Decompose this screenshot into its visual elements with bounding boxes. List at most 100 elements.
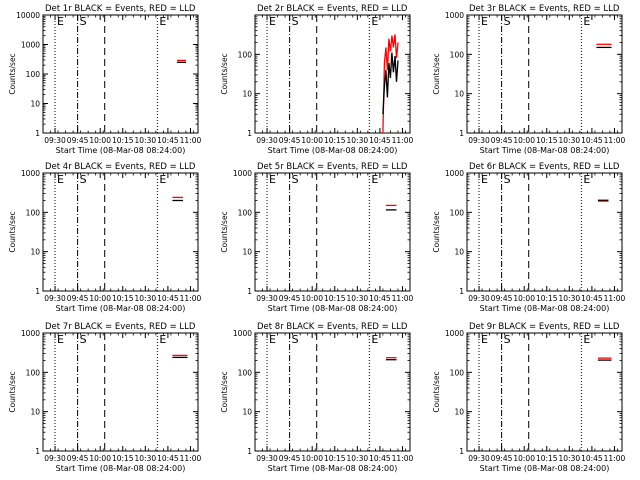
y-tick-label: 1000 [445, 329, 464, 338]
x-tick-label: 10:15 [536, 294, 558, 303]
chart-panel-9: Det 9r BLACK = Events, RED = LLD 1 10 100 10… [432, 322, 626, 473]
y-tick-label: 1 [459, 129, 464, 138]
x-tick-label: 10:15 [324, 136, 346, 145]
y-tick-label: 10 [30, 100, 40, 109]
x-tick-label: 10:30 [347, 294, 369, 303]
x-tick-label: 10:30 [559, 136, 581, 145]
chart-panel-5: Det 5r BLACK = Events, RED = LLD 1 10 100 10… [220, 162, 414, 313]
x-tick-label: 10:30 [347, 136, 369, 145]
x-tick-label: 09:45 [67, 294, 89, 303]
x-tick-label: 09:45 [279, 454, 301, 463]
y-tick-label: 1 [35, 447, 40, 456]
x-axis-label: Start Time (08-Mar-08 08:24:00) [480, 146, 610, 155]
chart-panel-7: Det 7r BLACK = Events, RED = LLD 1 10 100 10… [8, 322, 202, 473]
plot-frame [466, 332, 623, 452]
event-marker-label: E [269, 15, 276, 28]
series-lld-line [382, 34, 399, 134]
event-marker-label: S [292, 15, 299, 28]
chart-panel-6: Det 6r BLACK = Events, RED = LLD 1 10 100 10… [432, 162, 626, 313]
y-tick-label: 1000 [21, 169, 40, 178]
x-axis-label: Start Time (08-Mar-08 08:24:00) [268, 304, 398, 313]
x-tick-label: 10:15 [324, 454, 346, 463]
x-tick-label: 10:45 [157, 454, 179, 463]
y-tick-label: 1000 [21, 41, 40, 50]
y-tick-label: 1 [35, 287, 40, 296]
event-marker-label: E [583, 173, 590, 186]
x-tick-label: 10:00 [89, 294, 111, 303]
plot-frame [42, 14, 199, 134]
chart-title: Det 1r BLACK = Events, RED = LLD [45, 4, 196, 14]
y-tick-label: 1000 [233, 329, 252, 338]
x-tick-label: 09:30 [256, 294, 278, 303]
y-tick-label: 10 [454, 408, 464, 417]
y-tick-label: 1 [247, 129, 252, 138]
chart-panel-3: Det 3r BLACK = Events, RED = LLD 1 10 100 10… [432, 4, 626, 155]
y-tick-label: 1000 [445, 11, 464, 20]
x-tick-label: 11:00 [392, 294, 414, 303]
x-tick-label: 10:00 [513, 294, 535, 303]
x-tick-label: 10:45 [369, 136, 391, 145]
chart-panel-8: Det 8r BLACK = Events, RED = LLD 1 10 100 10… [220, 322, 414, 473]
event-marker-label: E [269, 333, 276, 346]
x-tick-label: 10:00 [89, 136, 111, 145]
x-tick-label: 10:30 [347, 454, 369, 463]
chart-title: Det 2r BLACK = Events, RED = LLD [257, 4, 408, 14]
event-marker-label: E [481, 173, 488, 186]
x-tick-label: 09:30 [44, 294, 66, 303]
x-tick-label: 11:00 [180, 454, 202, 463]
plot-frame [42, 172, 199, 292]
x-tick-label: 09:45 [491, 136, 513, 145]
event-marker-label: E [481, 15, 488, 28]
x-axis-label: Start Time (08-Mar-08 08:24:00) [480, 304, 610, 313]
y-axis-label: Counts/sec [8, 53, 17, 94]
x-tick-label: 10:45 [581, 454, 603, 463]
event-marker-label: S [80, 333, 87, 346]
event-marker-label: S [504, 333, 511, 346]
y-axis-label: Counts/sec [220, 211, 229, 252]
plot-frame [254, 332, 411, 452]
y-tick-label: 1 [247, 287, 252, 296]
x-tick-label: 10:00 [301, 136, 323, 145]
y-axis-label: Counts/sec [432, 371, 441, 412]
x-axis-label: Start Time (08-Mar-08 08:24:00) [56, 464, 186, 473]
y-tick-label: 100 [238, 368, 253, 377]
x-tick-label: 10:00 [513, 454, 535, 463]
event-marker-label: E [371, 333, 378, 346]
event-marker-label: E [159, 15, 166, 28]
x-tick-label: 10:45 [369, 454, 391, 463]
y-tick-label: 10 [30, 248, 40, 257]
chart-panel-4: Det 4r BLACK = Events, RED = LLD 1 10 100 10… [8, 162, 202, 313]
x-axis-label: Start Time (08-Mar-08 08:24:00) [268, 146, 398, 155]
y-axis-label: Counts/sec [8, 371, 17, 412]
y-tick-label: 10 [454, 248, 464, 257]
x-tick-label: 10:30 [135, 454, 157, 463]
y-tick-label: 1 [247, 447, 252, 456]
y-tick-label: 10 [30, 408, 40, 417]
plot-frame [466, 172, 623, 292]
y-tick-label: 100 [450, 208, 465, 217]
x-tick-label: 09:30 [256, 454, 278, 463]
chart-panel-1: Det 1r BLACK = Events, RED = LLD 1 10 100 10… [8, 4, 202, 155]
x-tick-label: 11:00 [392, 454, 414, 463]
chart-panel-2: Det 2r BLACK = Events, RED = LLD 1 10 100 09… [220, 4, 414, 155]
y-axis-label: Counts/sec [220, 371, 229, 412]
plot-frame [42, 332, 199, 452]
x-tick-label: 09:30 [468, 454, 490, 463]
x-tick-label: 11:00 [604, 294, 626, 303]
x-tick-label: 10:00 [301, 294, 323, 303]
x-tick-label: 11:00 [180, 294, 202, 303]
x-tick-label: 09:30 [256, 136, 278, 145]
chart-title: Det 6r BLACK = Events, RED = LLD [469, 162, 620, 172]
event-marker-label: S [504, 173, 511, 186]
x-tick-label: 10:45 [581, 136, 603, 145]
event-marker-label: E [481, 333, 488, 346]
y-tick-label: 10 [454, 90, 464, 99]
y-tick-label: 1 [459, 447, 464, 456]
x-tick-label: 11:00 [604, 454, 626, 463]
x-tick-label: 10:15 [324, 294, 346, 303]
event-marker-label: S [504, 15, 511, 28]
x-tick-label: 09:30 [468, 294, 490, 303]
y-axis-label: Counts/sec [220, 53, 229, 94]
y-tick-label: 100 [26, 368, 41, 377]
chart-title: Det 8r BLACK = Events, RED = LLD [257, 322, 408, 332]
